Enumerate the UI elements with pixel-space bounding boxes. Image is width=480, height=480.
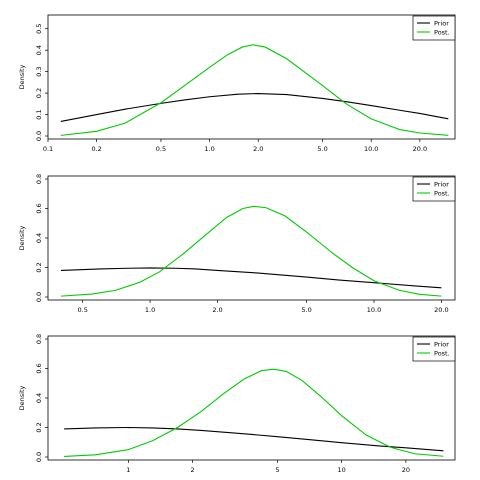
x-tick-label: 5.0 bbox=[301, 306, 311, 314]
legend-box bbox=[412, 336, 456, 362]
series-line-post bbox=[60, 205, 442, 297]
series-line-post bbox=[64, 368, 444, 457]
x-tick-label: 10.0 bbox=[367, 306, 381, 314]
y-axis-title: Density bbox=[18, 225, 26, 250]
plot-frame bbox=[47, 335, 456, 461]
y-tick-label: 0.0 bbox=[35, 131, 43, 141]
x-tick-label: 0.1 bbox=[43, 145, 53, 153]
y-tick-label: 0.4 bbox=[35, 233, 43, 243]
x-tick-label: 5.0 bbox=[317, 145, 327, 153]
x-tick-label: 0.2 bbox=[91, 145, 101, 153]
panel-1: 0.1 0.2 0.5 1.0 2.0 5.0 10.0 20.00.00.10.20.30.… bbox=[18, 14, 456, 153]
x-tick-label: 2 bbox=[190, 466, 194, 474]
series-line-prior bbox=[60, 267, 442, 289]
x-tick-label: 1.0 bbox=[145, 306, 155, 314]
x-tick-label: 20.0 bbox=[434, 306, 448, 314]
y-axis-title: Density bbox=[18, 64, 26, 89]
y-tick-label: 0.1 bbox=[35, 109, 43, 119]
x-tick-label: 10.0 bbox=[364, 145, 378, 153]
legend-label: Post. bbox=[434, 349, 450, 357]
x-tick-label: 0.5 bbox=[156, 145, 166, 153]
legend-box bbox=[412, 15, 456, 41]
x-tick-label: 2.0 bbox=[253, 145, 263, 153]
y-tick-label: 0.8 bbox=[35, 174, 43, 184]
x-tick-label: 20 bbox=[402, 466, 410, 474]
y-tick-label: 0.0 bbox=[35, 292, 43, 302]
y-tick-label: 0.2 bbox=[35, 422, 43, 432]
x-tick-label: 2.0 bbox=[212, 306, 222, 314]
y-tick-label: 0.6 bbox=[35, 203, 43, 213]
plot-frame bbox=[47, 175, 456, 301]
y-tick-label: 0.0 bbox=[35, 452, 43, 462]
y-tick-label: 0.8 bbox=[35, 334, 43, 344]
x-tick-label: 10 bbox=[338, 466, 346, 474]
y-tick-label: 0.3 bbox=[35, 66, 43, 76]
y-tick-label: 0.4 bbox=[35, 45, 43, 55]
series-line-prior bbox=[60, 92, 449, 122]
y-tick-label: 0.4 bbox=[35, 393, 43, 403]
x-tick-label: 1 bbox=[126, 466, 130, 474]
legend-label: Post. bbox=[434, 189, 450, 197]
y-tick-label: 0.2 bbox=[35, 262, 43, 272]
legend-label: Prior bbox=[434, 180, 449, 188]
series-line-post bbox=[60, 44, 449, 136]
x-tick-label: 1.0 bbox=[204, 145, 214, 153]
x-tick-label: 20.0 bbox=[413, 145, 427, 153]
y-axis-title: Density bbox=[18, 385, 26, 410]
series-line-prior bbox=[64, 426, 444, 452]
legend-label: Prior bbox=[434, 340, 449, 348]
x-tick-label: 0.5 bbox=[78, 306, 88, 314]
y-tick-label: 0.5 bbox=[35, 24, 43, 34]
legend-label: Post. bbox=[434, 28, 450, 36]
y-tick-label: 0.2 bbox=[35, 88, 43, 98]
y-tick-label: 0.6 bbox=[35, 363, 43, 373]
plot-frame bbox=[47, 14, 456, 140]
legend-label: Prior bbox=[434, 19, 449, 27]
legend-box bbox=[412, 176, 456, 202]
x-tick-label: 5 bbox=[275, 466, 279, 474]
panel-2: 0.5 1.0 2.0 5.0 10.0 20.0 0.0 0.2 0.4 0.6 0.8 Densi… bbox=[18, 174, 456, 314]
